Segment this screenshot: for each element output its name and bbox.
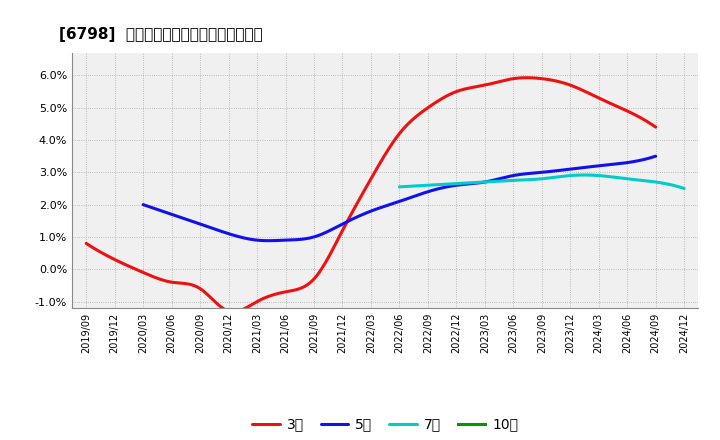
3年 [229,309,238,315]
7年 [531,177,539,182]
5年 [560,167,569,172]
3年 [422,106,431,111]
7年 [674,184,683,189]
7年 [629,177,638,182]
3年 [354,199,362,205]
5年 [652,154,660,159]
Line: 7年: 7年 [400,175,684,188]
5年 [383,203,392,208]
5年 [640,157,649,162]
3年 [391,136,400,141]
3年 [82,241,91,246]
3年 [523,75,531,81]
Text: [6798]  経常利益マージンの平均値の推移: [6798] 経常利益マージンの平均値の推移 [60,27,264,42]
5年 [445,184,454,189]
7年 [680,186,688,191]
3年 [652,125,660,130]
7年 [580,172,589,178]
3年 [357,193,366,198]
5年 [387,202,395,207]
5年 [417,191,426,196]
Line: 5年: 5年 [143,156,656,241]
5年 [139,202,148,207]
Line: 3年: 3年 [86,78,656,312]
3年 [551,78,559,84]
5年 [264,238,273,243]
7年 [532,176,541,182]
3年 [640,117,649,122]
7年 [564,173,573,178]
7年 [395,184,404,190]
Legend: 3年, 5年, 7年, 10年: 3年, 5年, 7年, 10年 [246,412,524,437]
7年 [549,175,558,180]
